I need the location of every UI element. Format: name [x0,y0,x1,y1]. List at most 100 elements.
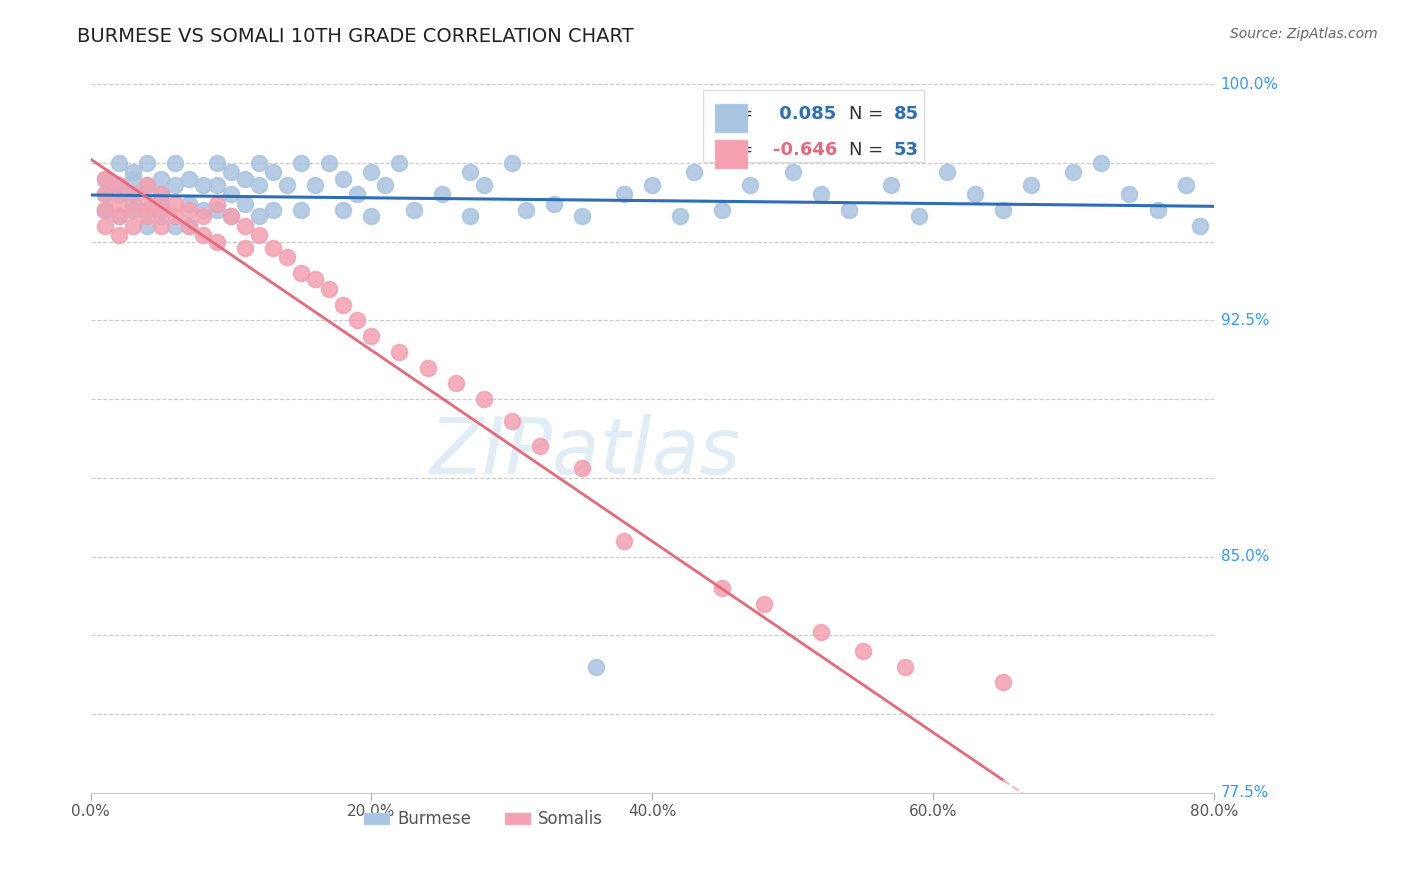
Point [163,219,186,233]
Point [191,203,214,218]
Point [135,203,157,218]
Text: 77.5%: 77.5% [1220,785,1270,800]
Point [613,187,636,202]
Point [894,659,917,673]
Point [571,461,593,475]
Point [950,880,973,892]
Point [543,197,565,211]
Point [177,219,200,233]
Point [191,210,214,224]
Point [1062,165,1084,179]
FancyBboxPatch shape [716,104,747,131]
FancyBboxPatch shape [716,140,747,168]
Text: 53: 53 [894,141,918,159]
Point [177,171,200,186]
Point [430,187,453,202]
Point [908,210,931,224]
Point [121,203,143,218]
Point [416,360,439,375]
Point [641,178,664,192]
Point [149,171,172,186]
Point [318,156,340,170]
Legend: Burmese, Somalis: Burmese, Somalis [357,804,610,835]
Point [360,210,382,224]
Point [149,210,172,224]
Point [276,178,298,192]
Point [585,659,607,673]
Point [571,210,593,224]
Point [782,165,804,179]
Point [107,187,129,202]
Point [458,165,481,179]
Text: N =: N = [849,141,889,159]
Point [219,210,242,224]
Point [233,171,256,186]
Point [121,165,143,179]
Point [121,197,143,211]
Point [233,241,256,255]
Point [318,282,340,296]
Point [205,197,228,211]
Point [852,644,875,658]
Point [121,187,143,202]
Point [1146,203,1168,218]
Point [247,228,270,243]
Point [290,156,312,170]
Point [191,178,214,192]
Point [754,597,776,611]
Point [332,298,354,312]
Point [1019,178,1042,192]
Point [219,210,242,224]
Point [515,203,537,218]
Point [93,187,115,202]
Point [177,203,200,218]
Point [135,178,157,192]
Point [936,165,959,179]
Point [219,165,242,179]
Text: ZIPatlas: ZIPatlas [429,414,740,491]
Point [304,178,326,192]
Point [205,178,228,192]
Point [93,187,115,202]
Point [304,272,326,286]
Point [501,156,523,170]
Point [93,171,115,186]
Point [107,228,129,243]
Point [205,235,228,249]
Point [121,171,143,186]
Point [262,241,284,255]
Point [149,187,172,202]
Point [458,210,481,224]
Point [444,376,467,391]
Point [388,344,411,359]
Point [135,197,157,211]
Text: R =   0.085   N = 85 
  R = -0.646   N = 53: R = 0.085 N = 85 R = -0.646 N = 53 [714,101,912,151]
Point [107,178,129,192]
Point [135,210,157,224]
Point [163,210,186,224]
Point [177,197,200,211]
Point [107,210,129,224]
Point [402,203,425,218]
Point [290,203,312,218]
Text: BURMESE VS SOMALI 10TH GRADE CORRELATION CHART: BURMESE VS SOMALI 10TH GRADE CORRELATION… [77,27,634,45]
Text: 85: 85 [894,104,918,123]
Point [613,533,636,548]
Text: 85.0%: 85.0% [1220,549,1270,564]
Text: 100.0%: 100.0% [1220,77,1278,92]
Point [360,329,382,343]
Point [107,156,129,170]
Point [991,203,1014,218]
Point [163,197,186,211]
Point [472,392,495,406]
Text: -0.646: -0.646 [773,141,838,159]
Text: 92.5%: 92.5% [1220,313,1270,328]
Point [711,203,734,218]
Point [276,251,298,265]
Point [107,210,129,224]
Point [149,187,172,202]
Point [346,313,368,327]
Point [262,165,284,179]
Point [149,203,172,218]
Point [332,171,354,186]
